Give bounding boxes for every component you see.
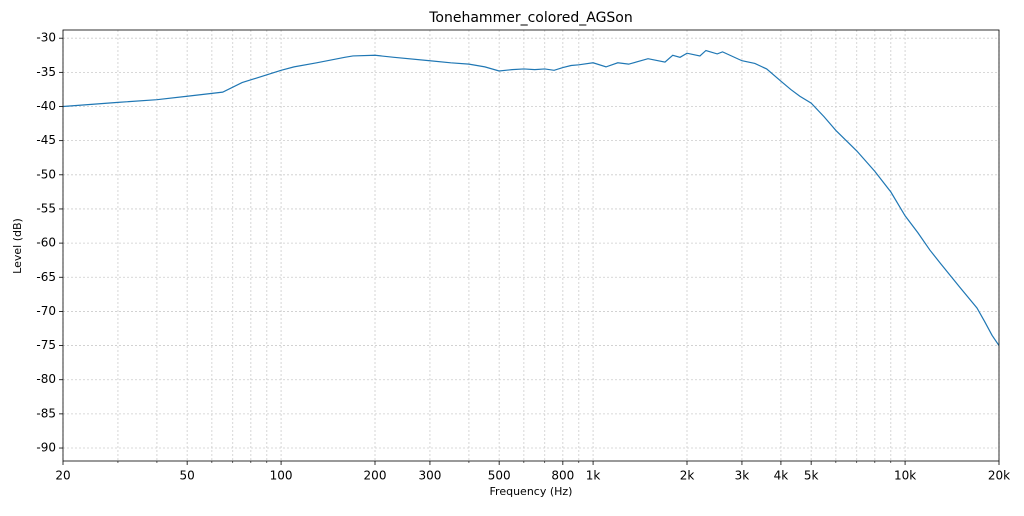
chart-title: Tonehammer_colored_AGSon: [428, 10, 633, 26]
data-line: [62, 49, 1000, 346]
y-tick-label: -55: [36, 201, 56, 215]
x-tick-label: 20k: [988, 469, 1010, 483]
x-tick-label: 1k: [586, 469, 601, 483]
plot-frame: [62, 29, 1000, 462]
x-tick-label: 10k: [894, 469, 916, 483]
x-tick-label: 2k: [680, 469, 695, 483]
y-tick-label: -35: [36, 65, 56, 79]
y-tick-label: -90: [36, 441, 56, 455]
y-tick-label: -45: [36, 133, 56, 147]
x-tick-label: 3k: [735, 469, 750, 483]
y-tick-label: -50: [36, 167, 56, 181]
y-tick-label: -60: [36, 236, 56, 250]
y-tick-label: -85: [36, 406, 56, 420]
x-tick-label: 300: [418, 469, 441, 483]
y-tick-label: -40: [36, 99, 56, 113]
y-tick-label: -80: [36, 372, 56, 386]
x-axis-label: Frequency (Hz): [490, 485, 573, 498]
x-tick-label: 200: [364, 469, 387, 483]
y-axis-label: Level (dB): [11, 218, 24, 274]
y-tick-label: -70: [36, 304, 56, 318]
x-tick-label: 800: [551, 469, 574, 483]
y-tick-label: -65: [36, 270, 56, 284]
x-tick-label: 20: [55, 469, 70, 483]
x-tick-label: 500: [488, 469, 511, 483]
x-tick-label: 5k: [804, 469, 819, 483]
x-tick-label: 4k: [774, 469, 789, 483]
x-tick-label: 50: [180, 469, 195, 483]
y-tick-label: -75: [36, 338, 56, 352]
x-tick-label: 100: [270, 469, 293, 483]
y-tick-label: -30: [36, 31, 56, 45]
